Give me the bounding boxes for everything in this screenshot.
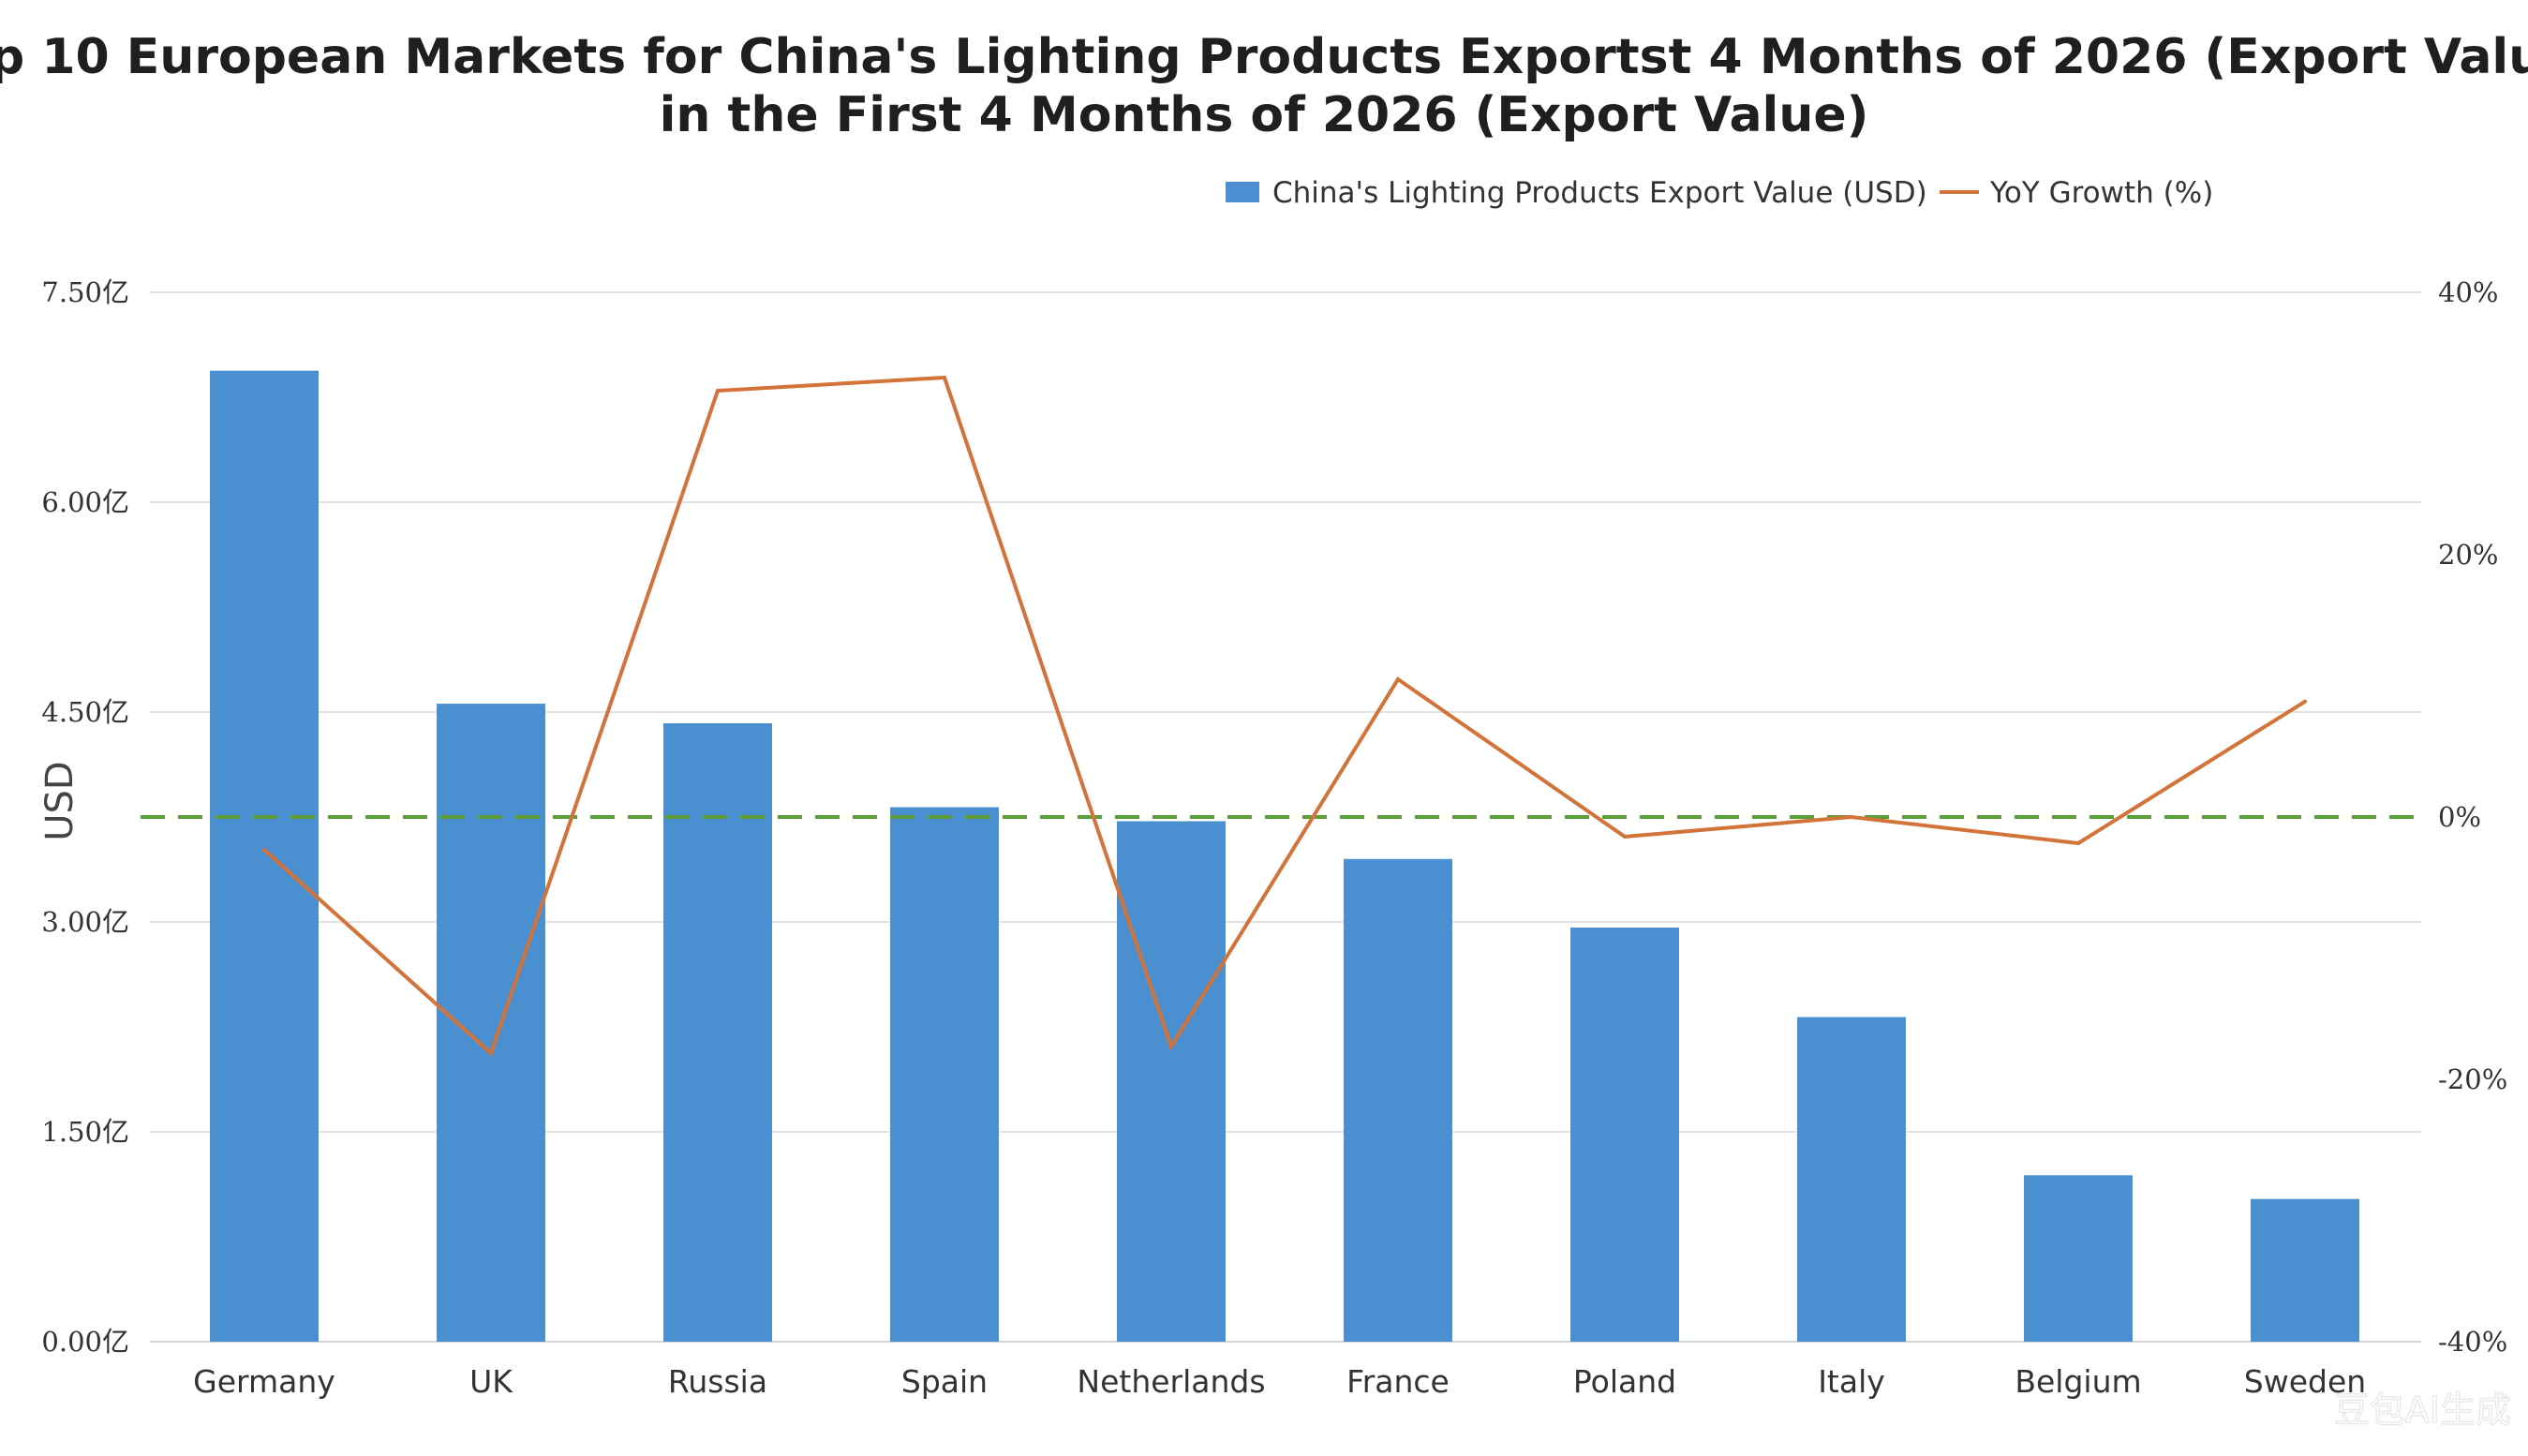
y-right-tick-label: 0% (2438, 801, 2481, 833)
x-tick-label: Russia (668, 1363, 767, 1400)
y-right-tick-label: -40% (2438, 1326, 2507, 1358)
yoy-growth-line (262, 375, 2307, 1057)
y-axis-left: 0.00亿 1.50亿 3.00亿 4.50亿 6.00亿 7.50亿 (41, 276, 129, 1358)
legend-swatch-bar (1226, 182, 1259, 202)
bar-russia (663, 722, 772, 1342)
yoy-point-russia (716, 389, 720, 393)
yoy-point-italy (1850, 815, 1853, 819)
bar-france (1344, 858, 1452, 1342)
yoy-point-poland (1623, 835, 1627, 839)
x-tick-label: Poland (1573, 1363, 1676, 1400)
y-right-tick-label: 40% (2438, 276, 2498, 308)
yoy-point-france (1396, 677, 1400, 681)
y-left-tick-label: 3.00亿 (41, 906, 129, 938)
bar-series (210, 370, 2359, 1342)
x-tick-label: Sweden (2244, 1363, 2366, 1400)
y-axis-right: -40% -20% 0% 20% 40% (2438, 276, 2507, 1358)
x-tick-label: Spain (901, 1363, 988, 1400)
yoy-point-netherlands (1169, 1045, 1173, 1048)
x-tick-label: UK (469, 1363, 513, 1400)
yoy-point-uk (489, 1051, 493, 1055)
y-left-tick-label: 0.00亿 (41, 1326, 129, 1358)
y-left-tick-label: 4.50亿 (41, 696, 129, 728)
y-left-tick-label: 7.50亿 (41, 276, 129, 308)
legend-label-bar: China's Lighting Products Export Value (… (1272, 176, 1927, 210)
yoy-point-sweden (2303, 699, 2307, 704)
yoy-point-belgium (2076, 841, 2080, 845)
yoy-point-spain (943, 376, 946, 379)
x-tick-label: France (1346, 1363, 1450, 1400)
legend: China's Lighting Products Export Value (… (1226, 176, 2213, 210)
bar-poland (1570, 927, 1679, 1342)
y-left-tick-label: 1.50亿 (41, 1116, 129, 1148)
x-tick-label: Belgium (2015, 1363, 2141, 1400)
y-right-tick-label: -20% (2438, 1063, 2507, 1095)
chart-title-line-1: Top 10 European Markets for China's Ligh… (0, 29, 2528, 85)
bar-uk (437, 704, 545, 1342)
x-tick-label: Netherlands (1077, 1363, 1265, 1400)
legend-label-line: YoY Growth (%) (1989, 176, 2213, 210)
bar-spain (890, 807, 999, 1342)
bar-netherlands (1117, 821, 1226, 1342)
x-tick-label: Italy (1818, 1363, 1885, 1400)
bar-belgium (2024, 1175, 2133, 1342)
y-axis-label: USD (38, 761, 82, 840)
y-right-tick-label: 20% (2438, 539, 2498, 571)
y-left-tick-label: 6.00亿 (41, 486, 129, 518)
bar-germany (210, 370, 319, 1342)
chart-title-line-2: in the First 4 Months of 2026 (Export Va… (660, 87, 1869, 143)
x-tick-label: Germany (193, 1363, 335, 1400)
line-series (262, 375, 2307, 1057)
bar-sweden (2251, 1198, 2359, 1342)
yoy-point-germany (262, 848, 266, 852)
x-axis: Germany UK Russia Spain Netherlands France Pol… (193, 1363, 2366, 1400)
bar-italy (1797, 1017, 1906, 1342)
watermark: 豆包AI生成 (2334, 1389, 2511, 1431)
